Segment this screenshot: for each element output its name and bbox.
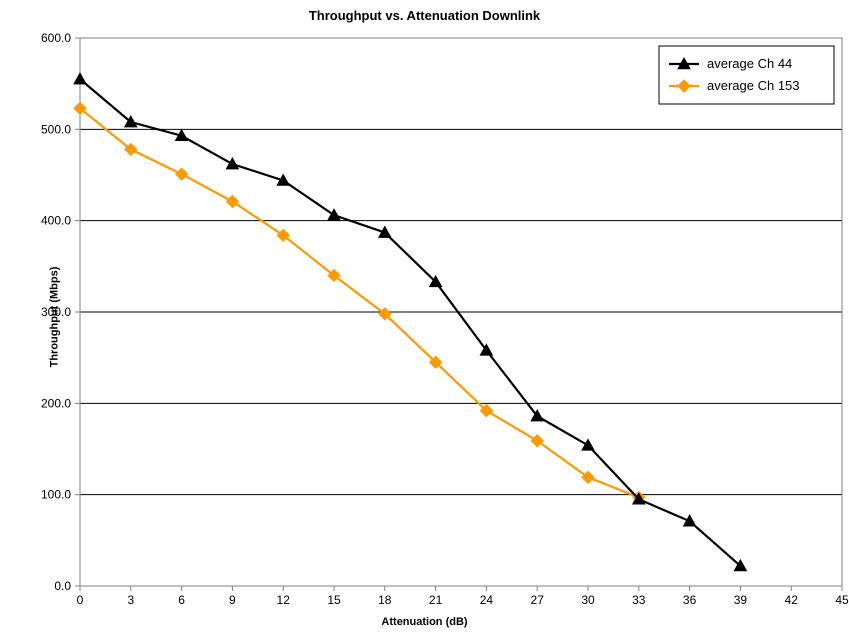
- x-tick-label: 21: [429, 593, 443, 607]
- y-tick-label: 400.0: [41, 214, 71, 228]
- legend-label: average Ch 153: [707, 78, 800, 93]
- x-tick-label: 39: [734, 593, 748, 607]
- x-tick-label: 12: [277, 593, 291, 607]
- x-tick-label: 9: [229, 593, 236, 607]
- x-tick-label: 3: [127, 593, 134, 607]
- x-tick-label: 27: [531, 593, 545, 607]
- y-axis-label: Throughput (Mbps): [48, 267, 60, 368]
- x-tick-label: 36: [683, 593, 697, 607]
- x-tick-label: 15: [327, 593, 341, 607]
- y-tick-label: 600.0: [41, 31, 71, 45]
- x-tick-label: 33: [632, 593, 646, 607]
- legend-label: average Ch 44: [707, 56, 792, 71]
- x-tick-label: 30: [581, 593, 595, 607]
- x-tick-label: 0: [77, 593, 84, 607]
- x-axis-label: Attenuation (dB): [0, 616, 849, 628]
- legend: average Ch 44 average Ch 153: [659, 46, 834, 104]
- chart-svg: 03691215182124273033363942450.0100.0200.…: [0, 0, 849, 634]
- y-tick-label: 500.0: [41, 122, 71, 136]
- y-tick-label: 200.0: [41, 396, 71, 410]
- x-tick-label: 45: [835, 593, 849, 607]
- chart-title: Throughput vs. Attenuation Downlink: [0, 8, 849, 23]
- y-tick-label: 0.0: [54, 579, 71, 593]
- x-tick-label: 18: [378, 593, 392, 607]
- y-tick-label: 100.0: [41, 488, 71, 502]
- x-tick-label: 42: [785, 593, 799, 607]
- chart-container: Throughput vs. Attenuation Downlink Thro…: [0, 0, 849, 634]
- x-tick-label: 6: [178, 593, 185, 607]
- x-tick-label: 24: [480, 593, 494, 607]
